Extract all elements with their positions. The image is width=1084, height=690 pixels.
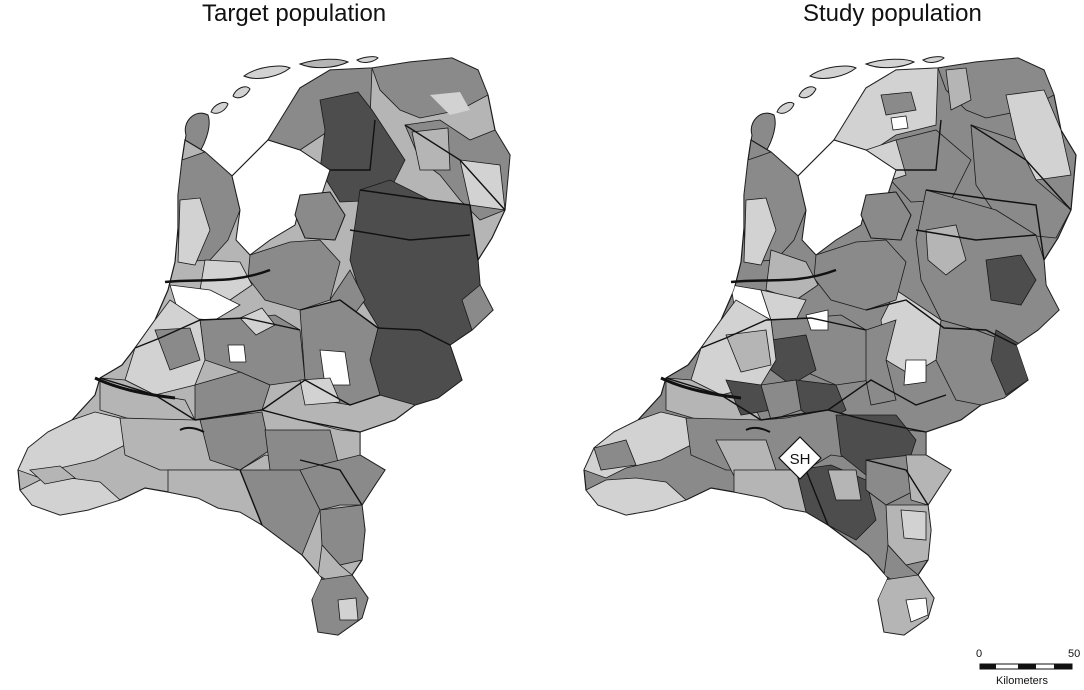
scale-bar-min-label: 0 [976, 648, 983, 660]
target-population-map [17, 56, 511, 636]
scale-bar [979, 663, 1073, 670]
sh-marker: SH [778, 436, 822, 480]
scale-bar-unit-label: Kilometers [996, 675, 1048, 687]
map-title-target: Target population [202, 0, 387, 27]
province-borders-study [665, 119, 1072, 526]
sh-marker-label: SH [790, 451, 811, 468]
map-title-study: Study population [803, 0, 982, 27]
wadden-islands [184, 56, 379, 161]
study-population-map: SH [583, 56, 1077, 636]
scale-bar-max-label: 50 [1068, 648, 1081, 660]
